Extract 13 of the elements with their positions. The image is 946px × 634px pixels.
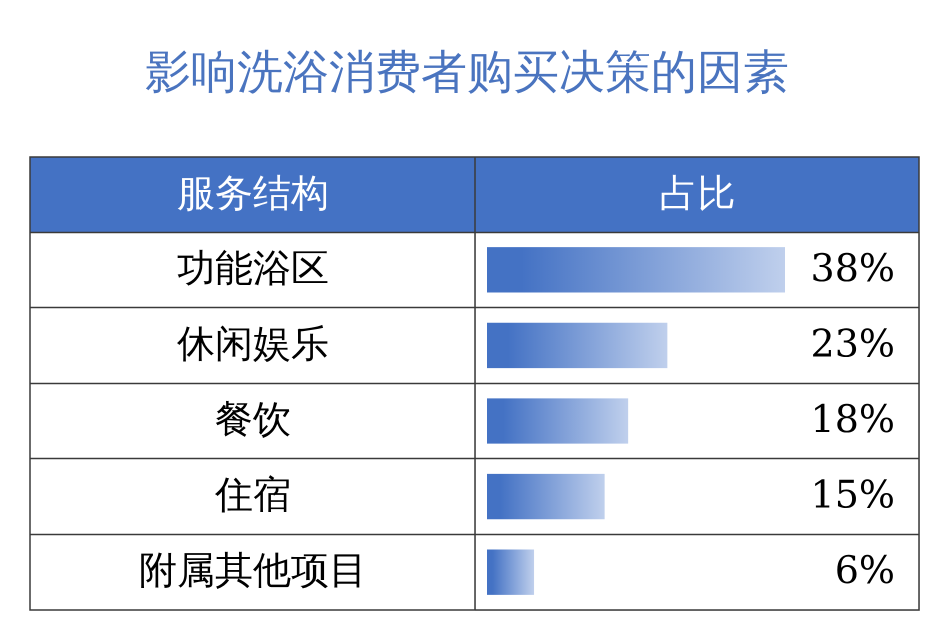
data-label: 23% [810, 321, 895, 366]
data-label: 38% [810, 246, 895, 290]
x-axis-title: 占比 [660, 171, 736, 215]
data-label: 6% [834, 548, 895, 592]
y-tick-label: 休闲娱乐 [177, 321, 329, 366]
y-tick-label: 餐饮 [215, 397, 291, 441]
y-tick-label: 附属其他项目 [139, 548, 367, 592]
y-axis-title: 服务结构 [177, 171, 329, 215]
y-tick-label: 住宿 [214, 472, 291, 517]
y-tick-label: 功能浴区 [177, 246, 329, 290]
data-label: 18% [810, 397, 895, 441]
data-label: 15% [810, 472, 895, 517]
chart-title: 影响洗浴消费者购买决策的因素 [145, 44, 789, 98]
